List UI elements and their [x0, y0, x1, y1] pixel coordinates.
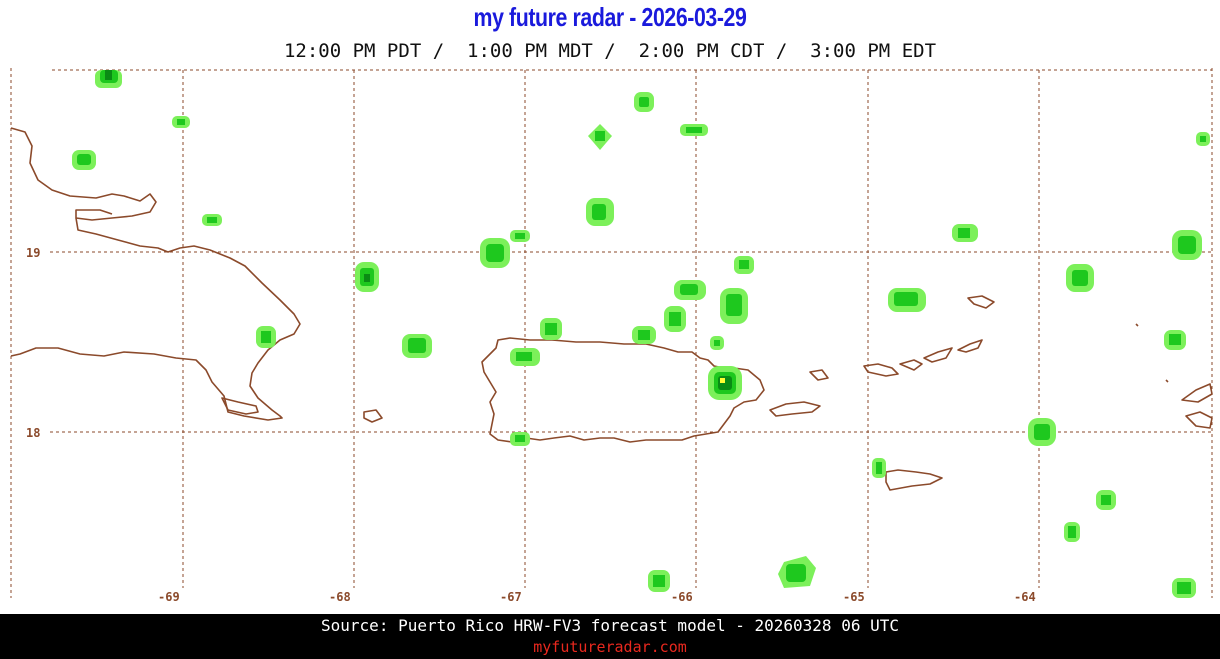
coastline-tortola	[923, 347, 953, 363]
coastline-st-martin	[1185, 411, 1213, 429]
echo-cell	[786, 564, 806, 582]
radar-map: -69 -68 -67 -66 -65 -64 19 18	[10, 68, 1213, 604]
echo-cell	[714, 340, 720, 346]
page-title: my future radar - 2026-03-29	[473, 2, 747, 32]
lon-label: -65	[843, 590, 865, 604]
lon-label: -69	[158, 590, 180, 604]
coastline-saona	[221, 397, 259, 415]
echo-cell	[1101, 495, 1111, 505]
echo-cell	[364, 274, 370, 282]
coastline-saba	[1165, 379, 1169, 383]
echo-cell	[1177, 582, 1191, 594]
coastline-bvi-small	[957, 339, 983, 353]
echo-cell	[726, 294, 742, 316]
echo-cell	[515, 435, 525, 442]
coastline-st-john	[899, 359, 923, 371]
echo-cell	[1178, 236, 1196, 254]
lon-labels: -69 -68 -67 -66 -65 -64	[158, 590, 1036, 604]
lon-label: -68	[329, 590, 351, 604]
echo-cell	[653, 575, 665, 587]
lat-labels: 19 18	[26, 246, 40, 440]
lon-label: -66	[671, 590, 693, 604]
echo-cell	[686, 127, 702, 133]
echo-cell	[545, 323, 557, 335]
echo-cell	[516, 352, 532, 361]
coastline-mona	[363, 409, 383, 423]
echo-cell	[894, 292, 918, 306]
echo-cell	[77, 154, 91, 165]
echo-cell	[1034, 424, 1050, 440]
echo-cell	[720, 378, 725, 383]
coastline-st-croix	[885, 469, 943, 491]
coastlines	[10, 127, 1213, 491]
coastline-puerto-rico	[481, 337, 765, 443]
valid-time-line: 12:00 PM PDT / 1:00 PM MDT / 2:00 PM CDT…	[283, 40, 937, 62]
echo-cell	[1072, 270, 1088, 286]
echo-cell	[515, 233, 525, 239]
echo-cell	[638, 330, 650, 340]
lon-label: -64	[1014, 590, 1036, 604]
echo-cell	[1200, 136, 1206, 142]
radar-echoes	[72, 70, 1210, 598]
echo-cell	[958, 228, 970, 238]
echo-cell	[680, 284, 698, 295]
site-link[interactable]: myfutureradar.com	[533, 638, 687, 656]
echo-cell	[669, 312, 681, 326]
echo-cell	[408, 338, 426, 353]
echo-cell	[876, 462, 882, 474]
echo-cell	[639, 97, 649, 107]
source-line: Source: Puerto Rico HRW-FV3 forecast mod…	[321, 616, 899, 635]
footer-bar: Source: Puerto Rico HRW-FV3 forecast mod…	[0, 614, 1220, 659]
coastline-culebra	[809, 369, 829, 381]
echo-cell	[486, 244, 504, 262]
coastline-anegada	[967, 295, 995, 309]
echo-cell	[1068, 526, 1076, 538]
echo-cell	[207, 217, 217, 223]
coastline-sombrero	[1135, 323, 1139, 327]
lat-lon-grid	[50, 70, 1212, 588]
lat-label: 19	[26, 246, 40, 260]
coastline-anguilla	[1181, 383, 1213, 403]
coastline-st-thomas	[863, 363, 899, 377]
lat-label: 18	[26, 426, 40, 440]
echo-cell	[595, 131, 605, 141]
coastline-vieques	[769, 401, 821, 417]
echo-cell	[261, 331, 271, 343]
echo-cell	[177, 119, 185, 125]
coastline-hispaniola	[10, 217, 301, 421]
echo-cell	[1169, 334, 1181, 345]
echo-cell	[105, 70, 112, 80]
coastline-north	[10, 127, 157, 221]
echo-cell	[739, 260, 749, 269]
lon-label: -67	[500, 590, 522, 604]
echo-cell	[592, 204, 606, 220]
